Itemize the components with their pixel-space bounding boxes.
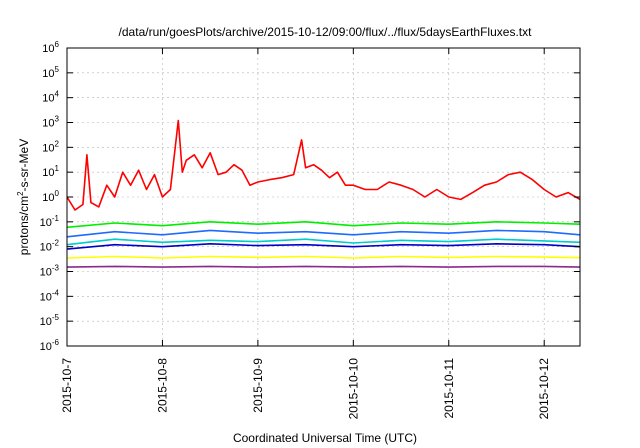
y-tick-label-exponent: -1 — [52, 214, 60, 223]
y-tick-label: 10-2 — [40, 239, 60, 254]
y-tick-label-exponent: -5 — [52, 313, 60, 322]
series-line — [66, 238, 581, 246]
x-tick-label: 2015-10-9 — [251, 358, 265, 413]
x-tick-label: 2015-10-8 — [155, 358, 169, 413]
y-tick-label: 10-1 — [40, 214, 60, 229]
y-tick-label: 104 — [42, 90, 59, 105]
y-tick-label: 105 — [42, 65, 59, 80]
y-tick-label-base: 10 — [42, 43, 54, 55]
chart-title: /data/run/goesPlots/archive/2015-10-12/0… — [119, 25, 533, 39]
series-line — [66, 221, 581, 229]
y-tick-label: 10-4 — [40, 288, 60, 303]
axis-ticks: 10-610-510-410-310-210-11001011021031041… — [40, 40, 580, 419]
series-line — [66, 255, 581, 259]
y-tick-label-exponent: 1 — [55, 164, 60, 173]
series-line — [66, 229, 581, 238]
y-tick-label-exponent: -4 — [52, 288, 60, 297]
y-tick-label-exponent: 6 — [55, 40, 60, 49]
y-tick-label: 100 — [42, 189, 59, 204]
y-tick-label-base: 10 — [42, 142, 54, 154]
y-tick-label: 102 — [42, 139, 59, 154]
series-line — [66, 243, 581, 250]
y-tick-label-exponent: 3 — [55, 115, 60, 124]
y-tick-label: 10-3 — [40, 264, 60, 279]
x-tick-label: 2015-10-7 — [60, 358, 74, 413]
x-tick-label: 2015-10-10 — [346, 358, 360, 420]
y-tick-label-exponent: 4 — [55, 90, 60, 99]
y-tick-label-exponent: 2 — [55, 139, 60, 148]
y-tick-label: 10-6 — [40, 338, 60, 353]
y-tick-label: 106 — [42, 40, 59, 55]
y-axis-label-superscript: 2 — [16, 191, 25, 196]
y-tick-label-base: 10 — [42, 68, 54, 80]
series-line — [66, 119, 581, 211]
y-tick-label: 103 — [42, 115, 59, 130]
y-tick-label-base: 10 — [42, 93, 54, 105]
y-tick-label: 10-5 — [40, 313, 60, 328]
series-group — [66, 119, 581, 268]
y-axis-label-prefix: protons/cm — [17, 196, 31, 255]
y-tick-label-base: 10 — [40, 291, 52, 303]
y-tick-label-base: 10 — [40, 316, 52, 328]
x-tick-label: 2015-10-12 — [537, 358, 551, 420]
y-tick-label-base: 10 — [42, 118, 54, 130]
y-tick-label-base: 10 — [40, 341, 52, 353]
y-tick-label-base: 10 — [40, 242, 52, 254]
y-tick-label-exponent: 5 — [55, 65, 60, 74]
y-tick-label-base: 10 — [42, 192, 54, 204]
y-tick-label-base: 10 — [42, 167, 54, 179]
y-tick-label-base: 10 — [40, 267, 52, 279]
y-tick-label-exponent: -6 — [52, 338, 60, 347]
y-tick-label-exponent: -3 — [52, 264, 60, 273]
y-tick-label-exponent: 0 — [55, 189, 60, 198]
y-axis-label-suffix: -s-sr-MeV — [17, 139, 31, 192]
y-axis-label: protons/cm2-s-sr-MeV — [16, 139, 31, 255]
x-axis-label: Coordinated Universal Time (UTC) — [233, 431, 417, 445]
x-tick-label: 2015-10-11 — [442, 358, 456, 419]
y-tick-label-base: 10 — [40, 217, 52, 229]
series-line — [66, 265, 581, 268]
y-tick-label-exponent: -2 — [52, 239, 60, 248]
y-tick-label: 101 — [42, 164, 59, 179]
